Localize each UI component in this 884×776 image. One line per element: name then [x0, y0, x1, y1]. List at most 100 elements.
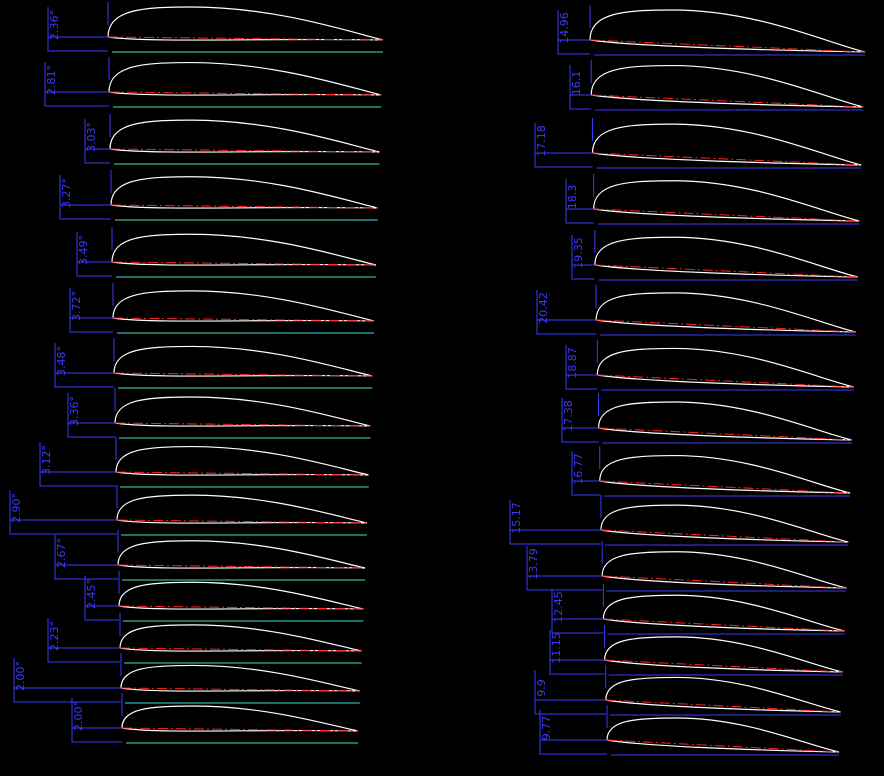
chord-line [107, 36, 384, 41]
angle-label: 2.67° [55, 538, 68, 568]
angle-label: 18.87 [566, 347, 579, 379]
chord-line [113, 372, 373, 377]
dimension-line [561, 398, 599, 443]
airfoil [114, 396, 371, 427]
angle-label: 2.00° [14, 661, 27, 691]
airfoil [117, 540, 366, 569]
angle-label: 3.48° [55, 346, 68, 376]
airfoil [111, 233, 376, 266]
angle-label: 12.45 [552, 591, 565, 623]
chord-line [596, 319, 856, 333]
airfoil [590, 64, 864, 108]
chord-line [589, 39, 866, 53]
angle-label: 2.23° [48, 621, 61, 651]
dimension-line [84, 119, 110, 164]
chord-line [598, 427, 853, 441]
airfoil [109, 119, 380, 153]
chord-line [594, 264, 858, 278]
angle-label: 3.12° [40, 445, 53, 475]
angle-label: 18.3 [566, 185, 579, 210]
angle-label: 17.18 [535, 125, 548, 157]
angle-label: 16.1 [570, 71, 583, 96]
chord-line [116, 519, 367, 524]
airfoil [594, 236, 858, 278]
angle-label: 20.42 [537, 292, 550, 324]
airfoil [603, 636, 843, 673]
dimension-line [13, 658, 121, 703]
angle-label: 16.77 [572, 453, 585, 485]
chord-line [111, 261, 376, 266]
chord-line [112, 317, 375, 322]
dimension-line [67, 393, 115, 438]
angle-label: 3.03° [85, 122, 98, 152]
airfoil [110, 176, 378, 209]
angle-label: 3.27° [60, 178, 73, 208]
angle-label: 3.36° [68, 396, 81, 426]
dimension-line [565, 345, 598, 390]
chord-line [118, 605, 364, 610]
dimension-line [54, 343, 114, 388]
airfoil [599, 454, 851, 494]
dimension-line [76, 232, 112, 277]
dimension-line [534, 670, 606, 715]
angle-label: 3.72° [70, 291, 83, 321]
chord-line [604, 659, 843, 673]
airfoil [591, 123, 862, 166]
dimension-line [509, 500, 601, 545]
chord-line [606, 739, 840, 753]
airfoil [107, 6, 384, 41]
chord-line [109, 148, 380, 153]
airfoil [600, 504, 849, 543]
chord-line [602, 575, 847, 589]
chord-line [114, 422, 371, 427]
chord-line [119, 647, 362, 652]
airfoil [593, 180, 860, 222]
chord-line [117, 564, 366, 569]
angle-label: 2.45° [85, 579, 98, 609]
angle-label: 14.96 [558, 12, 571, 44]
airfoil [113, 345, 373, 377]
dimension-line [565, 179, 594, 224]
dimension-line [557, 10, 590, 55]
dimension-line [84, 576, 119, 621]
dimension-line [44, 62, 109, 107]
angle-label: 13.79 [527, 548, 540, 580]
chord-line [591, 94, 864, 108]
airfoil [605, 676, 841, 713]
chord-line [593, 208, 860, 222]
chord-line [115, 471, 369, 476]
dimension-line [571, 451, 600, 496]
angle-label: 11.15 [550, 632, 563, 664]
angle-label: 9.9 [535, 679, 548, 697]
airfoil [115, 445, 369, 476]
chord-line [110, 204, 378, 209]
airfoil [597, 401, 853, 441]
airfoil [589, 9, 866, 53]
angle-label: 2.90° [10, 493, 23, 523]
angle-label: 2.81° [45, 65, 58, 95]
angle-label: 19.35 [572, 237, 585, 269]
airfoil [596, 347, 854, 388]
chord-line [120, 687, 360, 692]
airfoil [595, 292, 856, 333]
angle-label: 2.00° [72, 701, 85, 731]
chord-line [605, 699, 841, 713]
dimension-line [9, 490, 117, 535]
airfoil [602, 594, 845, 632]
angle-label: 15.17 [510, 502, 523, 534]
chord-line [592, 152, 862, 166]
dimension-line [549, 630, 605, 675]
dimension-line [54, 535, 118, 580]
airfoil [116, 494, 368, 524]
dimension-line [539, 710, 607, 755]
dimension-line [534, 123, 593, 168]
dimension-line [47, 7, 108, 52]
angle-label: 3.49° [77, 235, 90, 265]
airfoil [112, 290, 375, 322]
chord-line [121, 727, 359, 732]
angle-label: 2.36° [48, 10, 61, 40]
airfoil [120, 664, 360, 692]
dimension-line [571, 235, 595, 280]
